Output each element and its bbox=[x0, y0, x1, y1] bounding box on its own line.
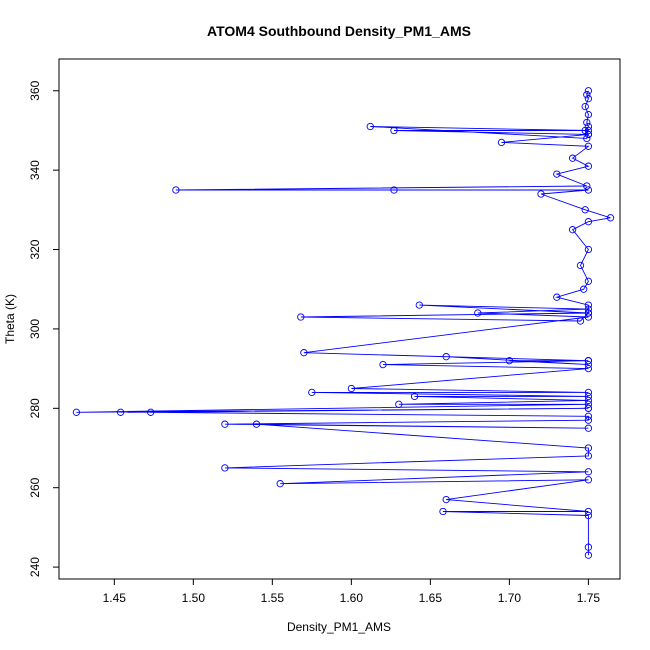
data-point bbox=[576, 317, 585, 325]
data-point bbox=[584, 444, 593, 452]
y-tick-label: 240 bbox=[28, 557, 42, 577]
data-point bbox=[606, 214, 615, 222]
data-point bbox=[584, 360, 593, 369]
y-tick-label: 320 bbox=[28, 239, 42, 259]
data-point bbox=[584, 551, 593, 559]
data-point bbox=[276, 480, 284, 488]
data-point bbox=[584, 392, 593, 401]
chart-title: ATOM4 Southbound Density_PM1_AMS bbox=[207, 23, 471, 39]
data-point bbox=[584, 507, 593, 516]
data-point bbox=[584, 412, 593, 420]
data-point bbox=[584, 162, 593, 170]
data-point bbox=[221, 464, 229, 472]
data-point bbox=[583, 134, 591, 143]
data-point bbox=[584, 110, 593, 119]
data-point bbox=[584, 543, 593, 551]
data-point bbox=[584, 396, 593, 405]
data-point bbox=[580, 285, 588, 293]
data-point bbox=[584, 309, 593, 317]
data-point bbox=[221, 420, 229, 428]
data-point bbox=[584, 87, 593, 95]
data-point bbox=[366, 122, 374, 131]
data-point bbox=[583, 182, 591, 190]
data-point bbox=[584, 476, 593, 484]
data-point bbox=[584, 452, 593, 460]
data-point bbox=[415, 301, 423, 309]
x-tick-label: 1.45 bbox=[103, 591, 127, 605]
data-point bbox=[584, 277, 593, 285]
data-point bbox=[390, 126, 398, 135]
data-point bbox=[553, 170, 561, 178]
data-point bbox=[584, 186, 593, 194]
data-point bbox=[584, 404, 593, 412]
data-point bbox=[584, 388, 593, 397]
data-point bbox=[584, 130, 593, 139]
y-axis: 240 260 280 300 320 340 360 bbox=[28, 80, 59, 577]
data-point bbox=[347, 384, 356, 393]
data-point bbox=[116, 408, 125, 416]
y-tick-label: 300 bbox=[28, 319, 42, 339]
data-point bbox=[584, 301, 593, 309]
data-point bbox=[584, 424, 593, 432]
data-point bbox=[553, 293, 561, 301]
x-tick-label: 1.75 bbox=[577, 591, 601, 605]
data-point bbox=[439, 507, 447, 516]
x-tick-label: 1.55 bbox=[261, 591, 285, 605]
data-point bbox=[505, 357, 514, 365]
data-point bbox=[474, 309, 482, 317]
data-point bbox=[300, 349, 308, 357]
y-tick-label: 340 bbox=[28, 160, 42, 180]
series-line bbox=[76, 90, 611, 556]
y-tick-label: 280 bbox=[28, 398, 42, 418]
data-point bbox=[584, 218, 593, 226]
data-point bbox=[584, 126, 593, 135]
data-point bbox=[442, 353, 450, 361]
data-point bbox=[584, 468, 593, 476]
y-tick-label: 360 bbox=[28, 80, 42, 100]
series-group bbox=[72, 87, 615, 559]
data-point bbox=[584, 357, 593, 365]
data-point bbox=[583, 91, 591, 99]
data-point bbox=[584, 364, 593, 373]
data-point bbox=[252, 420, 261, 428]
data-point bbox=[584, 245, 593, 254]
data-point bbox=[395, 400, 403, 408]
data-point bbox=[584, 416, 593, 424]
data-point bbox=[172, 186, 180, 194]
data-point bbox=[581, 206, 589, 214]
data-point bbox=[147, 408, 155, 416]
data-point bbox=[379, 360, 387, 369]
data-point bbox=[581, 102, 589, 111]
y-tick-label: 260 bbox=[28, 477, 42, 497]
data-point bbox=[568, 226, 577, 234]
x-tick-label: 1.65 bbox=[419, 591, 443, 605]
data-point bbox=[410, 392, 419, 401]
data-point bbox=[576, 261, 585, 270]
x-tick-label: 1.60 bbox=[340, 591, 364, 605]
data-point bbox=[584, 313, 593, 321]
data-point bbox=[584, 400, 593, 408]
data-point bbox=[308, 388, 316, 397]
data-point bbox=[584, 95, 593, 103]
data-point bbox=[568, 154, 577, 162]
data-point bbox=[72, 408, 81, 416]
plot-box bbox=[58, 58, 621, 580]
x-axis-label: Density_PM1_AMS bbox=[287, 620, 391, 634]
data-point bbox=[584, 511, 593, 520]
data-point bbox=[297, 313, 305, 321]
data-point bbox=[584, 305, 593, 313]
x-axis: 1.45 1.50 1.55 1.60 1.65 1.70 1.75 bbox=[103, 579, 601, 605]
data-point bbox=[390, 186, 398, 194]
data-point bbox=[537, 190, 545, 198]
x-tick-label: 1.50 bbox=[182, 591, 206, 605]
data-point bbox=[442, 495, 450, 504]
data-point bbox=[583, 118, 591, 127]
x-tick-label: 1.70 bbox=[498, 591, 522, 605]
data-point bbox=[497, 138, 506, 147]
y-axis-label: Theta (K) bbox=[3, 294, 17, 344]
data-point bbox=[584, 142, 593, 150]
